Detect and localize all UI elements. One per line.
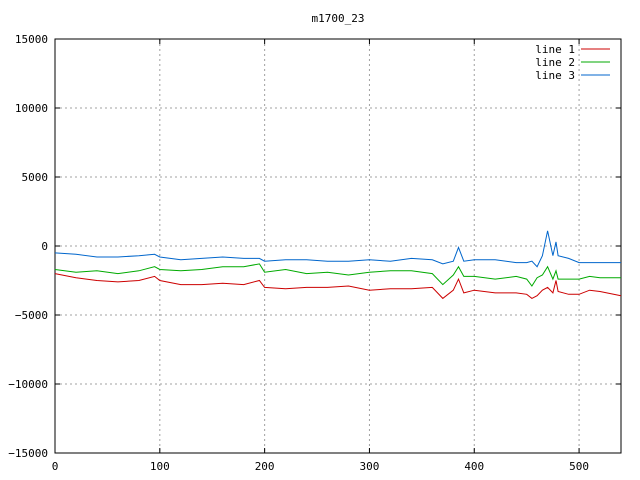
chart-title: m1700_23 [312, 12, 365, 25]
series-line-3 [54, 230, 621, 268]
y-tick-label-5: 10000 [15, 102, 48, 115]
y-tick-label-0: −15000 [8, 447, 48, 460]
grid [55, 39, 621, 453]
y-tick-label-2: −5000 [15, 309, 48, 322]
series [54, 230, 622, 300]
legend-label-1: line 1 [535, 43, 575, 56]
legend-label-2: line 2 [535, 56, 575, 69]
x-tick-label-3: 300 [360, 460, 380, 473]
y-tick-label-3: 0 [41, 240, 48, 253]
x-tick-label-5: 500 [569, 460, 589, 473]
legend-label-3: line 3 [535, 69, 575, 82]
y-tick-label-1: −10000 [8, 378, 48, 391]
y-tick-label-4: 5000 [22, 171, 49, 184]
series-line-1 [54, 273, 622, 300]
x-tick-label-2: 200 [255, 460, 275, 473]
y-tick-label-6: 15000 [15, 33, 48, 46]
x-tick-label-0: 0 [52, 460, 59, 473]
x-tick-label-1: 100 [150, 460, 170, 473]
series-line-2 [54, 263, 621, 287]
x-tick-label-4: 400 [464, 460, 484, 473]
axes: 0 100 200 300 400 500 −15000 −10000 −5000 0 5000 10… [8, 33, 622, 473]
